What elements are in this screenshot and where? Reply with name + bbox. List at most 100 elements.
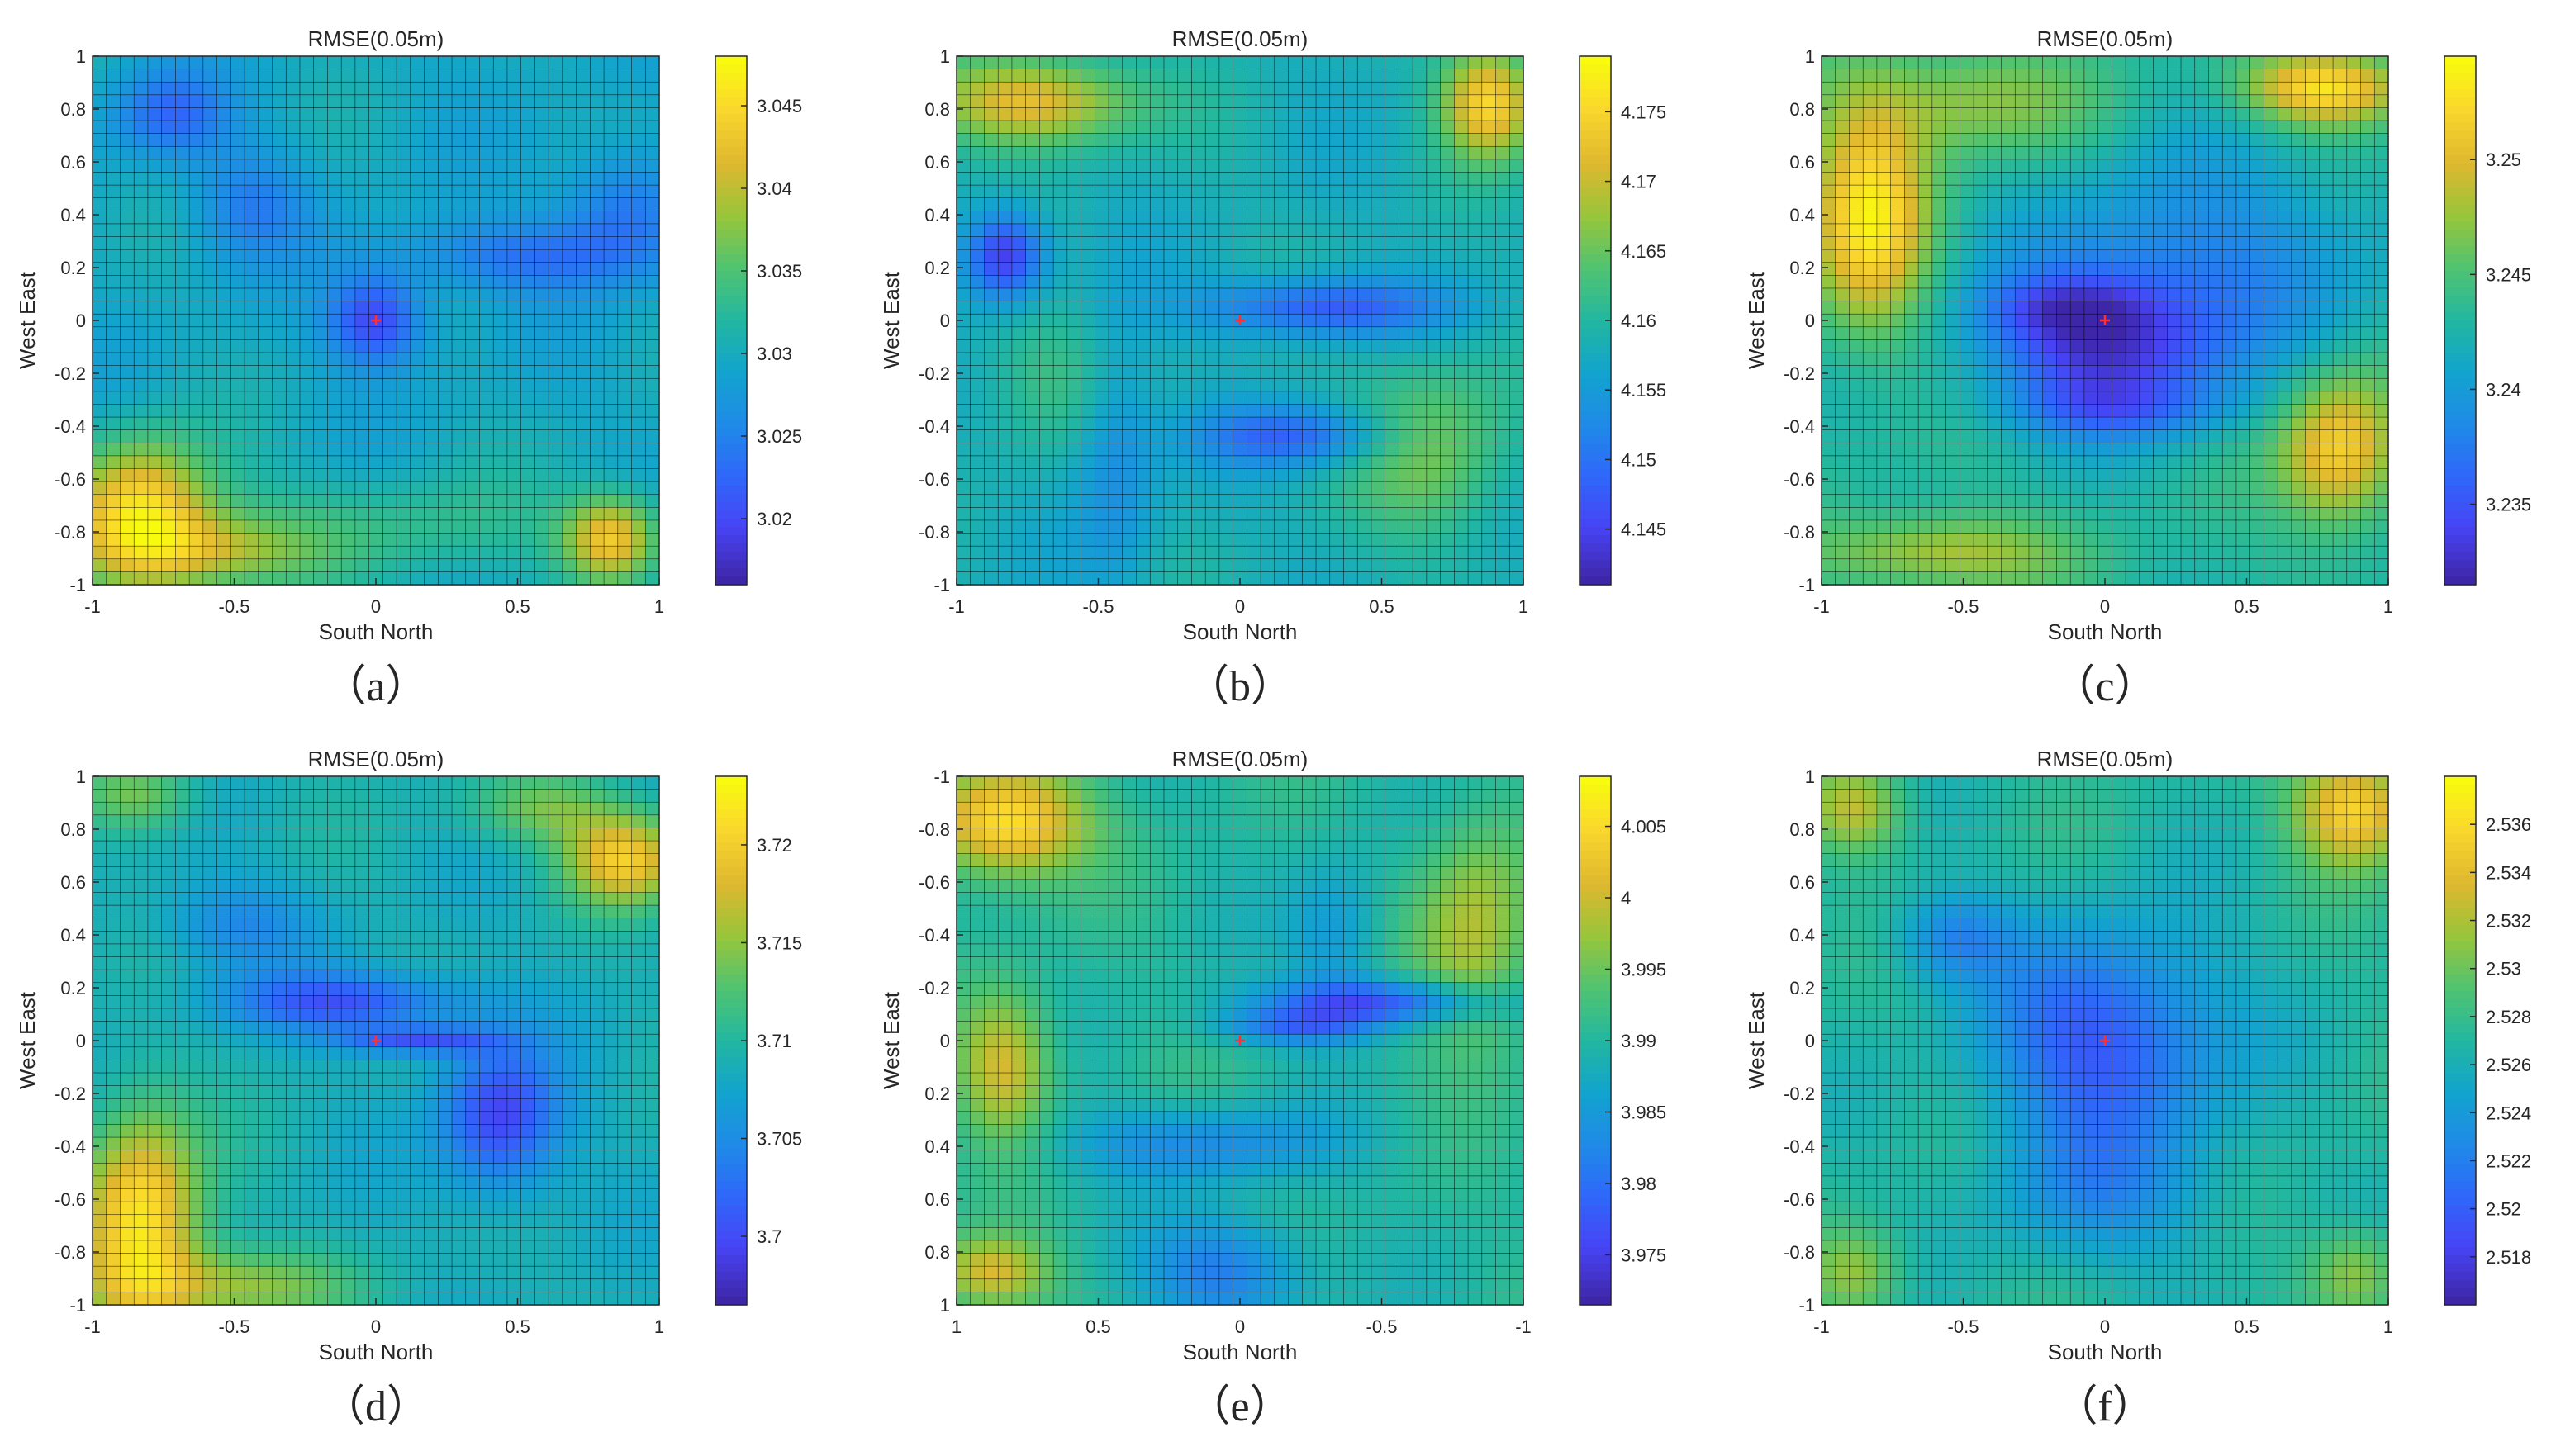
heatmap-cell <box>1931 223 1947 238</box>
heatmap-cell <box>1371 211 1386 225</box>
heatmap-cell <box>1191 287 1206 302</box>
heatmap-cell <box>1025 107 1040 121</box>
heatmap-cell <box>644 352 660 367</box>
heatmap-cell <box>492 416 508 431</box>
y-tick-label: -0.8 <box>919 522 950 543</box>
heatmap-cell <box>92 172 107 186</box>
heatmap-cell <box>1987 236 2002 250</box>
chart-title-a: RMSE(0.05m) <box>308 26 444 51</box>
heatmap-cell <box>2112 223 2126 238</box>
heatmap-cell <box>2125 69 2140 83</box>
heatmap-cell <box>1356 275 1372 289</box>
heatmap-cell <box>1233 494 1247 508</box>
heatmap-cell <box>956 429 971 443</box>
heatmap-cell <box>1973 404 1988 418</box>
heatmap-cell <box>1454 172 1469 186</box>
heatmap-cell <box>1385 197 1400 211</box>
heatmap-cell <box>1274 481 1290 496</box>
heatmap-cell <box>1821 377 1836 392</box>
heatmap-cell <box>451 416 467 431</box>
heatmap-cell <box>984 365 999 379</box>
heatmap-cell <box>520 275 536 289</box>
heatmap-cell <box>1876 455 1892 470</box>
heatmap-cell <box>1081 211 1095 225</box>
heatmap-cell <box>120 262 135 276</box>
heatmap-cell <box>258 519 273 534</box>
heatmap-cell <box>1849 494 1864 508</box>
heatmap-cell <box>2001 313 2016 328</box>
heatmap-cell <box>1191 223 1206 238</box>
heatmap-cell <box>1274 533 1290 547</box>
heatmap-cell <box>1204 558 1220 572</box>
heatmap-cell <box>299 494 315 508</box>
heatmap-cell <box>2001 468 2016 482</box>
heatmap-cell <box>1081 313 1095 328</box>
y-tick-label: 1 <box>940 46 950 67</box>
heatmap-cell <box>1508 287 1524 302</box>
heatmap-cell <box>202 326 218 341</box>
heatmap-cell <box>410 120 425 135</box>
heatmap-cell <box>1163 236 1179 250</box>
heatmap-cell <box>1204 223 1220 238</box>
heatmap-cell <box>161 429 176 443</box>
heatmap-cell <box>1371 81 1386 96</box>
heatmap-cell <box>2069 287 2085 302</box>
heatmap-cell <box>479 455 494 470</box>
heatmap-cell <box>2360 391 2375 405</box>
heatmap-cell <box>2153 145 2168 160</box>
heatmap-cell <box>984 145 999 160</box>
heatmap-cell <box>188 223 204 238</box>
heatmap-cell <box>1288 249 1303 263</box>
heatmap-cell <box>1177 172 1193 186</box>
heatmap-cell <box>2166 55 2182 70</box>
heatmap-cell <box>1011 133 1027 147</box>
heatmap-cell <box>120 404 135 418</box>
heatmap-cell <box>997 429 1013 443</box>
heatmap-cell <box>120 507 135 521</box>
heatmap-cell <box>2056 416 2071 431</box>
heatmap-cell <box>216 236 231 250</box>
heatmap-cell <box>1122 429 1138 443</box>
heatmap-cell <box>984 133 999 147</box>
heatmap-cell <box>1095 519 1109 534</box>
heatmap-cell <box>1108 145 1123 160</box>
heatmap-cell <box>120 184 135 199</box>
heatmap-cell <box>534 69 549 83</box>
heatmap-cell <box>2332 301 2348 315</box>
heatmap-cell <box>1260 236 1276 250</box>
heatmap-cell <box>2166 416 2182 431</box>
heatmap-cell <box>368 391 383 405</box>
heatmap-cell <box>424 172 439 186</box>
heatmap-cell <box>1454 339 1469 353</box>
heatmap-cell <box>465 275 481 289</box>
heatmap-cell <box>2305 391 2320 405</box>
heatmap-cell <box>1821 287 1836 302</box>
heatmap-cell <box>2001 262 2016 276</box>
heatmap-cell <box>2235 429 2251 443</box>
heatmap-cell <box>1862 377 1878 392</box>
heatmap-cell <box>188 145 204 160</box>
heatmap-cell <box>1039 391 1054 405</box>
heatmap-cell <box>1204 339 1220 353</box>
heatmap-cell <box>1108 133 1123 147</box>
heatmap-cell <box>272 301 287 315</box>
heatmap-cell <box>2208 55 2223 70</box>
heatmap-cell <box>1315 455 1331 470</box>
heatmap-cell <box>2153 339 2168 353</box>
heatmap-cell <box>1052 211 1068 225</box>
heatmap-cell <box>327 145 342 160</box>
heatmap-cell <box>175 391 190 405</box>
heatmap-cell <box>2332 69 2348 83</box>
heatmap-cell <box>617 301 633 315</box>
heatmap-cell <box>1495 107 1510 121</box>
heatmap-cell <box>1329 468 1345 482</box>
heatmap-cell <box>1177 545 1193 560</box>
heatmap-cell <box>1066 545 1082 560</box>
heatmap-cell <box>285 481 301 496</box>
heatmap-cell <box>313 481 329 496</box>
heatmap-cell <box>2028 211 2044 225</box>
heatmap-cell <box>106 275 121 289</box>
heatmap-cell <box>520 236 536 250</box>
heatmap-cell <box>1440 442 1455 457</box>
heatmap-cell <box>368 249 383 263</box>
